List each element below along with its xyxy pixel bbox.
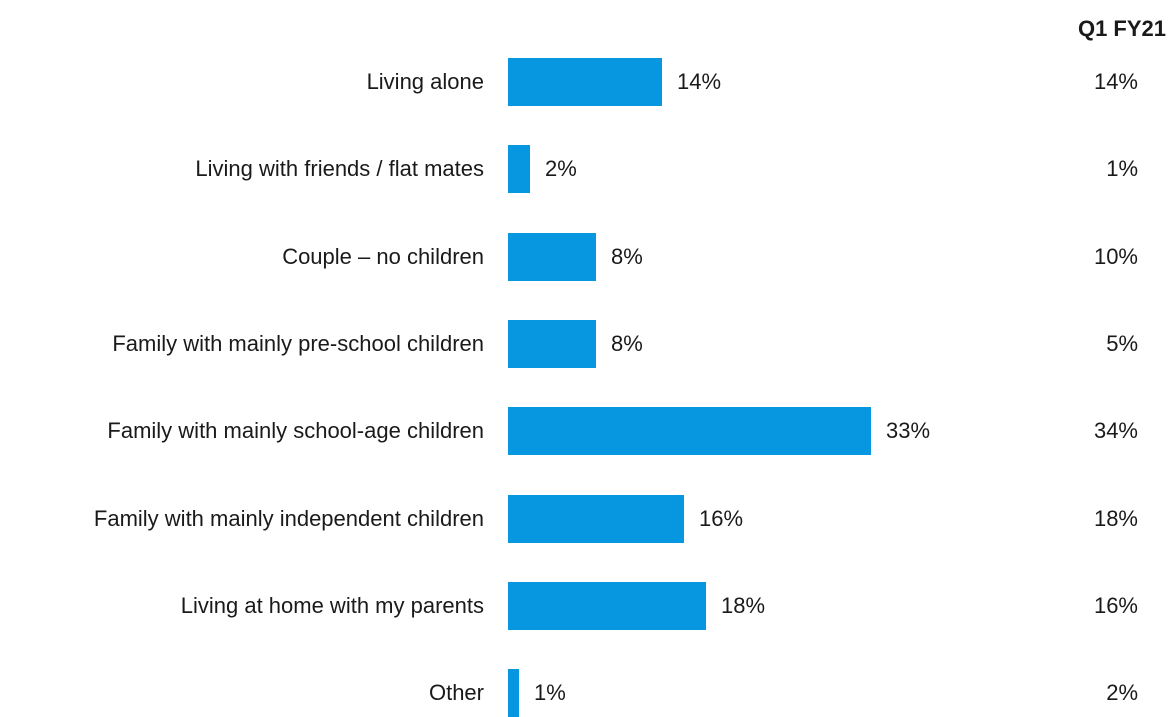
comparison-value: 18% [1093, 505, 1138, 531]
category-label: Family with mainly independent children [93, 505, 484, 531]
bar [508, 319, 596, 368]
category-label: Living at home with my parents [180, 592, 484, 618]
bar [508, 407, 871, 456]
category-label: Other [428, 680, 484, 706]
data-label: 18% [721, 592, 766, 618]
category-label: Couple – no children [282, 243, 484, 269]
data-label: 8% [611, 243, 643, 269]
comparison-value: 34% [1093, 418, 1138, 444]
category-label: Family with mainly pre-school children [112, 330, 484, 356]
category-label: Living alone [366, 69, 484, 94]
category-label: Family with mainly school-age children [107, 418, 484, 444]
data-label: 1% [534, 680, 566, 706]
comparison-value: 1% [1106, 156, 1138, 182]
bar [508, 232, 596, 281]
comparison-value: 16% [1093, 592, 1138, 618]
data-label: 16% [699, 505, 744, 531]
data-label: 2% [545, 156, 577, 182]
bar [508, 581, 706, 630]
data-label: 8% [611, 330, 643, 356]
comparison-header: Q1 FY21 [1077, 16, 1166, 41]
bar [508, 58, 662, 106]
bar [508, 669, 519, 717]
data-label: 33% [886, 418, 931, 444]
bar [508, 494, 684, 543]
comparison-value: 2% [1106, 680, 1138, 706]
comparison-value: 10% [1093, 243, 1138, 269]
comparison-value: 5% [1106, 330, 1138, 356]
category-label: Living with friends / flat mates [195, 156, 484, 182]
data-label: 14% [677, 69, 722, 94]
bar [508, 145, 530, 194]
comparison-value: 14% [1093, 69, 1138, 94]
